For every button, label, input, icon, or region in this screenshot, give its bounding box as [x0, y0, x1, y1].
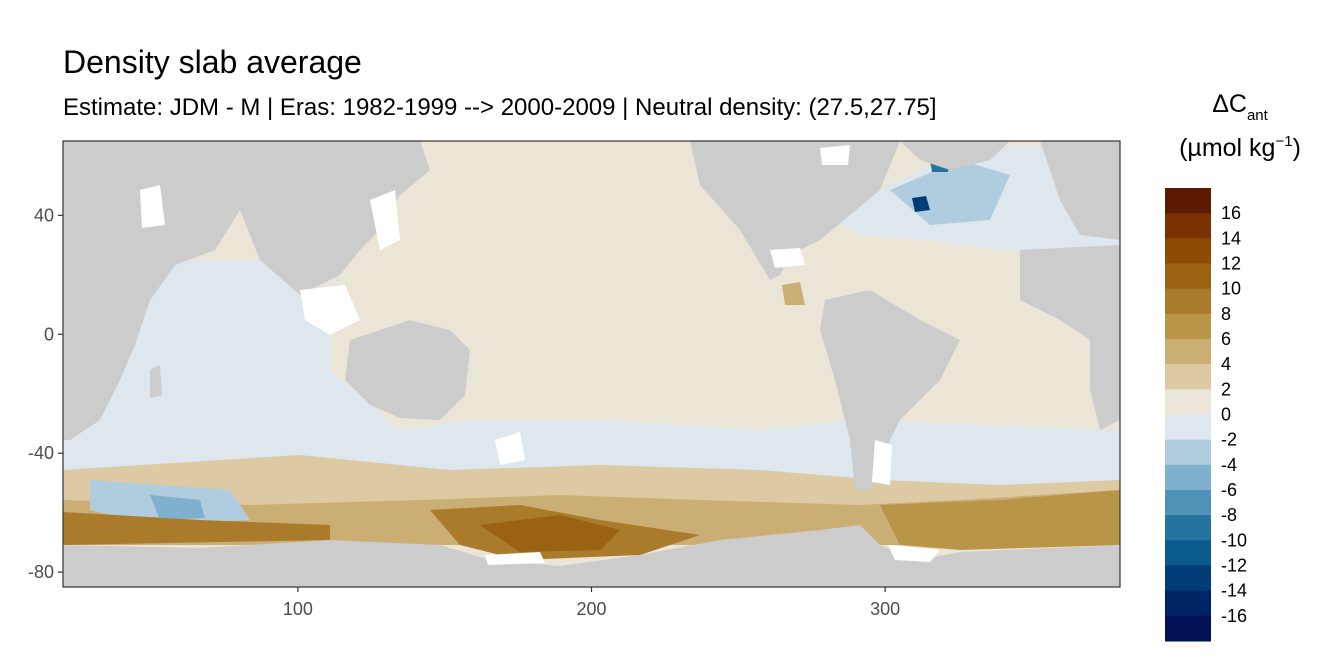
ocean-region-indian-deep-blue	[150, 495, 205, 520]
land-madagascar	[150, 365, 162, 398]
ocean-region-indian-sector-shelf	[63, 512, 330, 545]
y-axis: 40 0 -40 -80	[28, 205, 63, 582]
colorbar-label: 6	[1221, 329, 1231, 349]
y-tick-label: 40	[34, 205, 54, 225]
ocean-region-equatorial-patch	[782, 282, 805, 305]
colorbar-title-unit-close: )	[1292, 134, 1301, 162]
colorbar: 16 14 12 10 8 6 4 2 0 -2 -4 -6 -8 -10 -12 -14 -16	[1165, 188, 1247, 642]
colorbar-swatch	[1165, 389, 1211, 415]
colorbar-swatch	[1165, 490, 1211, 516]
colorbar-label: -8	[1221, 505, 1237, 525]
map-panel	[63, 141, 1120, 587]
chart-title: Density slab average	[63, 44, 362, 80]
colorbar-swatch	[1165, 590, 1211, 617]
colorbar-label: -2	[1221, 430, 1237, 450]
land-antarctica	[63, 525, 1120, 587]
colorbar-swatch	[1165, 540, 1211, 566]
colorbar-label: -16	[1221, 606, 1247, 626]
land-greenland	[900, 141, 1010, 170]
colorbar-title-main: ΔC	[1212, 90, 1247, 118]
ocean-region-weddell	[880, 490, 1120, 550]
x-axis: 100 200 300	[283, 587, 900, 619]
missing-patch-hudson	[820, 145, 850, 165]
land-australia	[345, 320, 470, 420]
missing-data	[140, 145, 940, 565]
colorbar-label: -14	[1221, 581, 1247, 601]
colorbar-swatch	[1165, 439, 1211, 466]
colorbar-label: 16	[1221, 203, 1241, 223]
land-asia	[200, 141, 430, 295]
missing-patch-gulf-mexico	[770, 248, 805, 268]
missing-patch-patagonia	[872, 440, 892, 485]
colorbar-swatch	[1165, 288, 1211, 315]
missing-patch-red-sea	[140, 185, 165, 228]
colorbar-label: 8	[1221, 304, 1231, 324]
colorbar-title-unit: (µmol kg	[1179, 134, 1276, 162]
land-masses	[63, 141, 1120, 587]
x-tick-label: 100	[283, 599, 313, 619]
colorbar-label: -12	[1221, 556, 1247, 576]
colorbar-title-unit-superscript: −1	[1275, 133, 1293, 150]
ocean-region-ross-core	[480, 515, 620, 552]
y-tick-label: 0	[44, 324, 54, 344]
colorbar-swatch	[1165, 188, 1211, 214]
colorbar-title-subscript: ant	[1246, 107, 1268, 124]
colorbar-swatch	[1165, 313, 1211, 340]
missing-patch-ross-shelf	[485, 552, 545, 565]
colorbar-swatch	[1165, 213, 1211, 239]
ocean-region-irminger	[912, 196, 930, 212]
colorbar-label: -10	[1221, 530, 1247, 550]
colorbar-label: -6	[1221, 480, 1237, 500]
missing-patch-indonesia	[300, 285, 360, 335]
colorbar-swatch	[1165, 464, 1211, 491]
colorbar-label: 2	[1221, 379, 1231, 399]
y-tick-label: -40	[28, 443, 54, 463]
colorbar-swatch	[1165, 515, 1211, 541]
land-north-america	[690, 141, 900, 280]
missing-patch-weddell-shelf	[888, 545, 940, 562]
y-tick-label: -80	[28, 562, 54, 582]
x-tick-label: 200	[576, 599, 606, 619]
colorbar-label: 0	[1221, 405, 1231, 425]
land-south-america	[820, 290, 960, 490]
colorbar-swatch	[1165, 615, 1211, 642]
colorbar-label: 4	[1221, 354, 1231, 374]
land-africa	[63, 141, 240, 440]
colorbar-label: 12	[1221, 254, 1241, 274]
missing-patch-japan-sea	[370, 190, 400, 250]
colorbar-title: ΔCant (µmol kg−1)	[1150, 84, 1330, 172]
chart-subtitle: Estimate: JDM - M | Eras: 1982-1999 --> …	[63, 94, 937, 121]
land-africa-right	[1020, 245, 1120, 430]
missing-patch-tasman	[495, 432, 525, 465]
colorbar-swatch	[1165, 238, 1211, 264]
colorbar-swatch	[1165, 414, 1211, 441]
colorbar-swatch	[1165, 364, 1211, 390]
colorbar-swatch	[1165, 565, 1211, 592]
land-europe	[1040, 141, 1120, 240]
colorbar-swatch	[1165, 263, 1211, 290]
x-tick-label: 300	[870, 599, 900, 619]
colorbar-swatch	[1165, 339, 1211, 365]
colorbar-label: 14	[1221, 228, 1241, 248]
colorbar-label: -4	[1221, 455, 1237, 475]
colorbar-label: 10	[1221, 279, 1241, 299]
